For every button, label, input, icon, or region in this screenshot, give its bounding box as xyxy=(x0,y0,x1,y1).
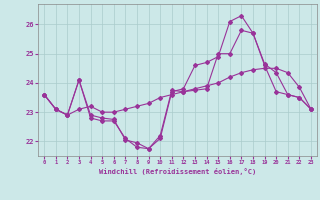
X-axis label: Windchill (Refroidissement éolien,°C): Windchill (Refroidissement éolien,°C) xyxy=(99,168,256,175)
